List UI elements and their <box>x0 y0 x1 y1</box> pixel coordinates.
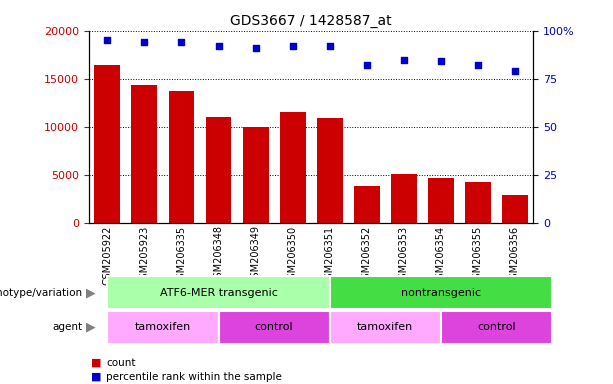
Bar <box>317 118 343 223</box>
Point <box>473 62 482 68</box>
Text: tamoxifen: tamoxifen <box>357 322 413 333</box>
Text: control: control <box>255 322 294 333</box>
Text: count: count <box>106 358 135 368</box>
Text: genotype/variation: genotype/variation <box>0 288 83 298</box>
Text: ■: ■ <box>91 372 101 382</box>
Text: ▶: ▶ <box>86 321 96 334</box>
Bar <box>131 86 158 223</box>
Bar <box>502 195 528 223</box>
Bar <box>390 174 417 223</box>
Bar <box>354 186 379 223</box>
Point <box>102 37 112 43</box>
Text: control: control <box>477 322 516 333</box>
Text: tamoxifen: tamoxifen <box>135 322 191 333</box>
Point <box>287 43 297 49</box>
Bar <box>428 177 454 223</box>
Text: percentile rank within the sample: percentile rank within the sample <box>106 372 282 382</box>
Point <box>213 43 223 49</box>
Point <box>325 43 335 49</box>
Text: ■: ■ <box>91 358 101 368</box>
Title: GDS3667 / 1428587_at: GDS3667 / 1428587_at <box>230 14 392 28</box>
Bar <box>169 91 194 223</box>
Text: nontransgenic: nontransgenic <box>401 288 481 298</box>
Text: agent: agent <box>53 322 83 333</box>
Bar <box>280 112 305 223</box>
Point <box>177 39 186 45</box>
Point <box>251 45 261 51</box>
Point <box>399 56 409 63</box>
Text: ▶: ▶ <box>86 286 96 299</box>
Text: ATF6-MER transgenic: ATF6-MER transgenic <box>159 288 278 298</box>
Point <box>510 68 520 74</box>
Point <box>140 39 150 45</box>
Bar <box>243 127 268 223</box>
Point <box>362 62 371 68</box>
Bar <box>465 182 491 223</box>
Bar <box>205 117 232 223</box>
Point <box>436 58 446 65</box>
Bar <box>94 65 120 223</box>
